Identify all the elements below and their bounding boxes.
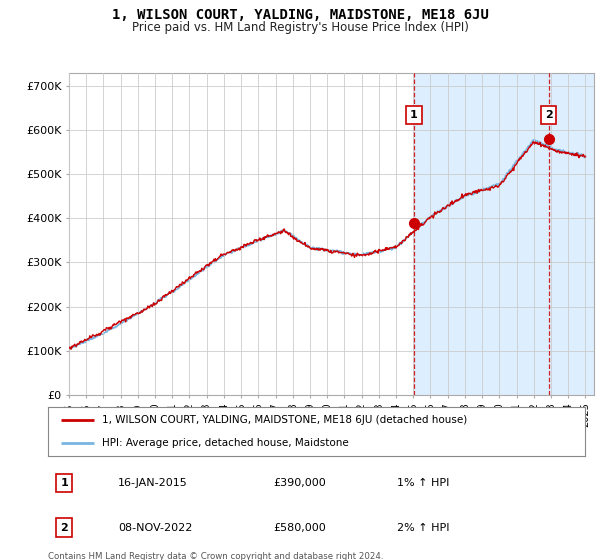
Text: 2% ↑ HPI: 2% ↑ HPI	[397, 523, 449, 533]
Text: 2: 2	[60, 523, 68, 533]
Bar	[548, 73, 594, 395]
Text: 1% ↑ HPI: 1% ↑ HPI	[397, 478, 449, 488]
Text: £390,000: £390,000	[274, 478, 326, 488]
Text: 1, WILSON COURT, YALDING, MAIDSTONE, ME18 6JU: 1, WILSON COURT, YALDING, MAIDSTONE, ME1…	[112, 8, 488, 22]
Text: HPI: Average price, detached house, Maidstone: HPI: Average price, detached house, Maid…	[102, 438, 349, 448]
Text: £580,000: £580,000	[274, 523, 326, 533]
Text: 08-NOV-2022: 08-NOV-2022	[118, 523, 192, 533]
Text: 1, WILSON COURT, YALDING, MAIDSTONE, ME18 6JU (detached house): 1, WILSON COURT, YALDING, MAIDSTONE, ME1…	[102, 416, 467, 426]
Bar	[414, 73, 548, 395]
Text: Contains HM Land Registry data © Crown copyright and database right 2024.
This d: Contains HM Land Registry data © Crown c…	[48, 552, 383, 560]
Text: 16-JAN-2015: 16-JAN-2015	[118, 478, 188, 488]
Text: Price paid vs. HM Land Registry's House Price Index (HPI): Price paid vs. HM Land Registry's House …	[131, 21, 469, 34]
Text: 1: 1	[60, 478, 68, 488]
Text: 1: 1	[410, 110, 418, 120]
Text: 2: 2	[545, 110, 553, 120]
